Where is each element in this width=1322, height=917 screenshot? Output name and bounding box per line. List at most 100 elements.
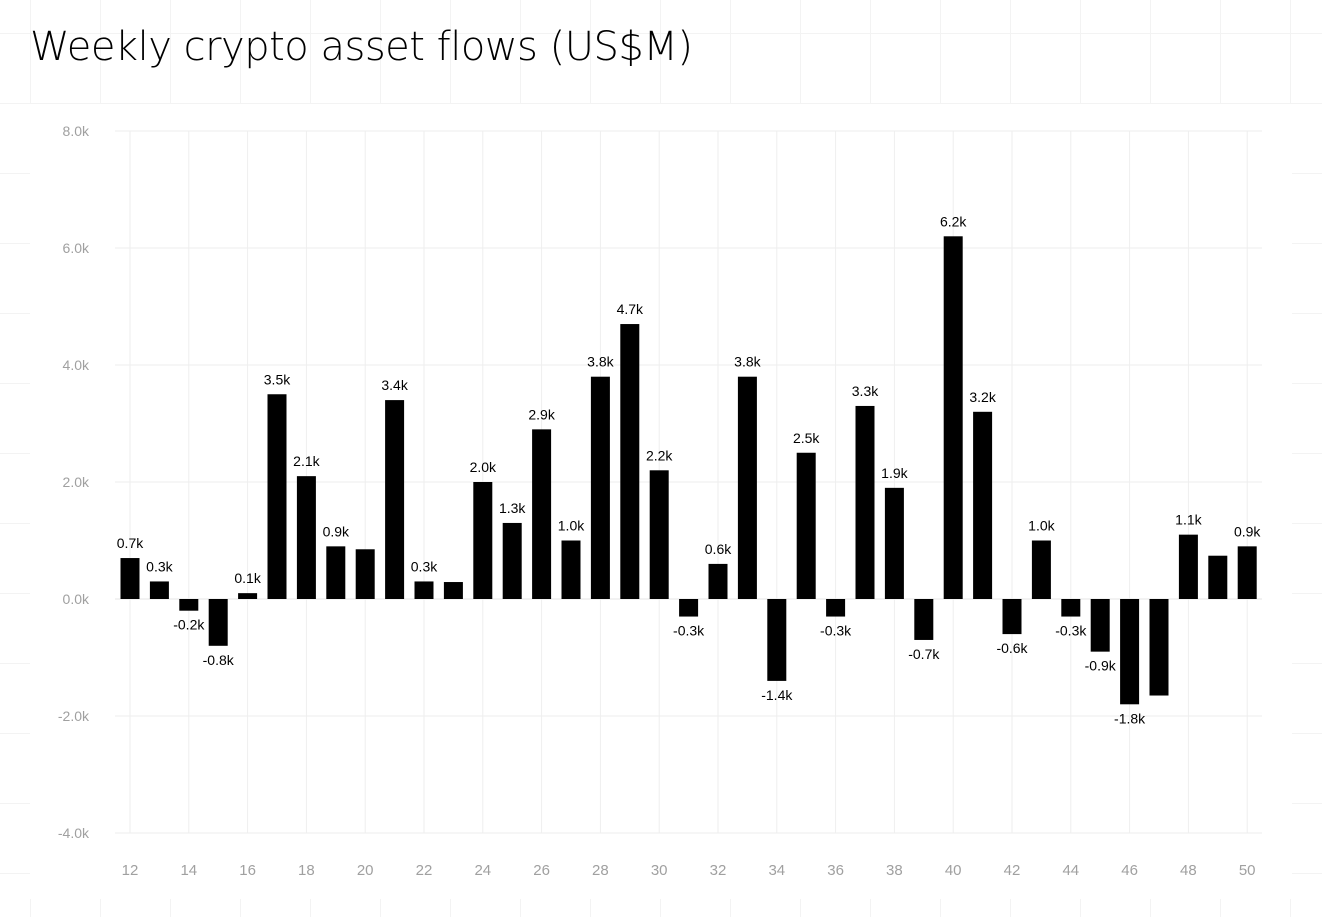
data-label: -0.6k [996,640,1028,656]
data-label: 3.5k [264,371,291,387]
x-tick-label: 34 [768,862,785,879]
x-tick-label: 26 [533,862,550,879]
x-tick-label: 20 [357,862,374,879]
data-label: -1.4k [761,687,793,703]
data-label: 2.5k [793,430,820,446]
bar-week-39 [914,599,934,640]
bar-week-24 [473,482,493,599]
data-label: -0.3k [673,623,705,639]
data-label: 2.0k [470,459,497,475]
bar-week-42 [1002,599,1022,635]
bar-week-13 [149,581,169,599]
bar-week-17 [267,394,287,599]
data-label: 0.9k [1234,523,1261,539]
data-label: -0.8k [203,652,235,668]
y-tick-label: 6.0k [63,240,90,256]
bar-week-15 [208,599,228,646]
x-tick-label: 32 [710,862,727,879]
x-tick-label: 36 [827,862,844,879]
data-label: 2.2k [646,447,673,463]
bar-week-19 [326,546,346,599]
x-tick-label: 46 [1121,862,1138,879]
bar-week-23 [443,582,463,599]
x-tick-label: 42 [1004,862,1021,879]
bar-week-26 [532,429,552,599]
bar-week-48 [1178,534,1198,599]
bar-week-27 [561,540,581,599]
bar-week-30 [649,470,669,599]
bar-week-35 [796,452,816,599]
bar-week-45 [1090,599,1110,652]
bar-week-34 [767,599,787,681]
y-tick-label: -4.0k [58,825,90,841]
bar-week-16 [238,593,258,599]
chart-title: Weekly crypto asset flows (US$M) [30,24,693,70]
bar-week-38 [884,487,904,599]
x-tick-label: 24 [474,862,491,879]
data-label: 1.3k [499,500,526,516]
x-tick-label: 18 [298,862,315,879]
data-label: 1.0k [1028,518,1055,534]
bar-week-41 [973,411,993,599]
bar-week-44 [1061,599,1081,617]
y-tick-label: 0.0k [63,591,90,607]
bar-week-21 [385,400,405,599]
data-label: 0.3k [146,558,173,574]
data-label: 0.3k [411,558,438,574]
x-tick-label: 50 [1239,862,1256,879]
x-tick-label: 40 [945,862,962,879]
data-label: -0.7k [908,646,940,662]
bar-week-40 [943,236,963,600]
bar-week-46 [1120,599,1140,705]
x-tick-label: 22 [416,862,433,879]
bar-week-12 [120,558,140,599]
data-label: 2.1k [293,453,320,469]
data-label: -1.8k [1114,710,1146,726]
bar-week-33 [737,376,757,599]
bar-week-14 [179,599,199,611]
bar-week-25 [502,522,522,599]
data-label: -0.3k [820,623,852,639]
data-label: 3.4k [381,377,408,393]
x-tick-label: 12 [122,862,139,879]
bar-week-50 [1237,546,1257,599]
data-label: 3.8k [734,354,761,370]
bar-week-36 [826,599,846,617]
bar-week-43 [1031,540,1051,599]
data-label: -0.2k [173,617,205,633]
x-tick-label: 14 [180,862,197,879]
data-label: 0.9k [323,523,350,539]
data-label: 1.1k [1175,512,1202,528]
x-tick-label: 16 [239,862,256,879]
x-tick-label: 48 [1180,862,1197,879]
y-tick-label: 2.0k [63,474,90,490]
bar-week-31 [679,599,699,617]
data-label: -0.3k [1055,623,1087,639]
bar-week-49 [1208,555,1228,599]
x-tick-label: 38 [886,862,903,879]
data-label: 6.2k [940,213,967,229]
data-label: 0.7k [117,535,144,551]
data-label: 3.8k [587,354,614,370]
data-label: 4.7k [617,301,644,317]
data-label: 1.9k [881,465,908,481]
data-label: 2.9k [528,406,555,422]
data-label: 0.6k [705,541,732,557]
x-tick-label: 28 [592,862,609,879]
bar-week-20 [355,549,375,599]
y-tick-label: -2.0k [58,708,90,724]
bar-week-22 [414,581,434,599]
x-tick-label: 30 [651,862,668,879]
x-tick-label: 44 [1062,862,1079,879]
y-tick-label: 4.0k [63,357,90,373]
data-label: 3.2k [969,389,996,405]
data-label: -0.9k [1085,658,1117,674]
data-label: 0.1k [234,570,261,586]
bar-week-47 [1149,599,1169,696]
data-label: 3.3k [852,383,879,399]
bar-week-32 [708,563,728,599]
bar-week-29 [620,324,640,599]
bar-week-28 [590,376,610,599]
bar-week-37 [855,405,875,599]
